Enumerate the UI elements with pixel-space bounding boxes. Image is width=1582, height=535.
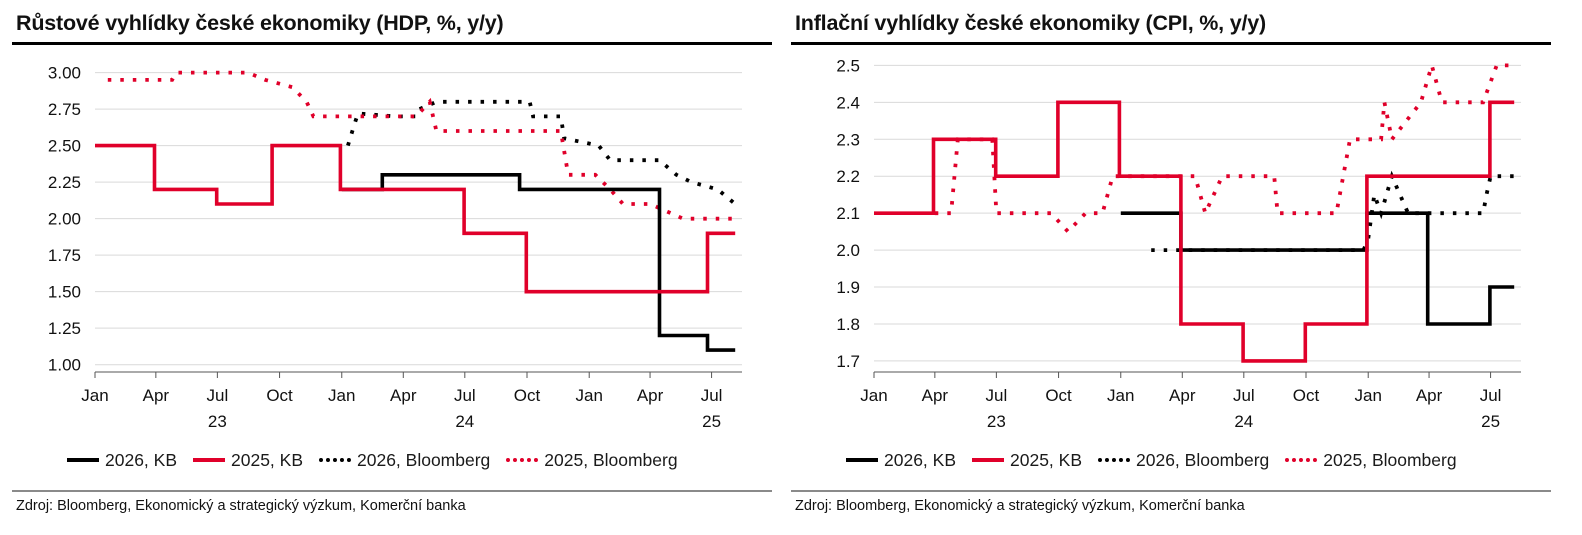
- x-tick-label: Apr: [922, 386, 949, 405]
- x-year-label: 25: [702, 412, 721, 431]
- y-tick-label: 1.75: [48, 246, 81, 265]
- source-rule: [791, 490, 1551, 492]
- x-tick-label: Jul: [701, 386, 723, 405]
- y-tick-label: 1.7: [836, 352, 860, 371]
- y-tick-label: 2.4: [836, 93, 860, 112]
- gdp-chart-svg: 1.00 1.25 1.50 1.75 2.00 2.25 2.50 2.75 3.00 Jan A…: [48, 64, 742, 431]
- y-tick-label: 2.5: [836, 56, 860, 75]
- x-tick-label: Apr: [1416, 386, 1443, 405]
- title-rule: [791, 42, 1551, 45]
- legend-label: 2025, Bloomberg: [1323, 449, 1457, 470]
- y-tick-label: 2.0: [836, 241, 860, 260]
- x-tick-label: Jan: [1107, 386, 1134, 405]
- x-tick-label: Jan: [575, 386, 602, 405]
- x-tick-label: Jul: [1480, 386, 1502, 405]
- cpi-chart-panel: Inflační vyhlídky české ekonomiky (CPI, …: [791, 0, 1551, 535]
- x-tick-label: Jan: [860, 386, 887, 405]
- y-tick-label: 2.1: [836, 204, 860, 223]
- cpi-chart-legend: 2026, KB 2025, KB 2026, Bloomberg 2025, …: [846, 448, 1473, 472]
- gdp-chart-panel: Růstové vyhlídky české ekonomiky (HDP, %…: [12, 0, 772, 535]
- x-tick-label: Jan: [328, 386, 355, 405]
- x-tick-label: Oct: [1045, 386, 1072, 405]
- x-tick-label: Apr: [637, 386, 664, 405]
- y-tick-label: 2.3: [836, 130, 860, 149]
- y-tick-label: 2.75: [48, 100, 81, 119]
- x-year-label: 24: [455, 412, 474, 431]
- legend-swatch-dotted-black: [1098, 458, 1130, 462]
- cpi-chart-title: Inflační vyhlídky české ekonomiky (CPI, …: [795, 11, 1266, 35]
- legend-swatch-dotted-black: [319, 458, 351, 462]
- y-tick-label: 1.8: [836, 315, 860, 334]
- gdp-chart-title: Růstové vyhlídky české ekonomiky (HDP, %…: [16, 11, 504, 35]
- x-tick-label: Jan: [81, 386, 108, 405]
- x-tick-label: Apr: [143, 386, 170, 405]
- x-tick-label: Jul: [986, 386, 1008, 405]
- legend-swatch-solid-black: [67, 458, 99, 462]
- legend-swatch-solid-red: [193, 458, 225, 462]
- legend-label: 2025, Bloomberg: [544, 449, 678, 470]
- legend-item-2026-bloomberg: 2026, Bloomberg: [319, 450, 490, 471]
- legend-swatch-dotted-red: [506, 458, 539, 462]
- series-line-2025-kb: [874, 100, 1515, 363]
- series-line-2025-bloomberg: [107, 70, 736, 221]
- x-year-label: 23: [987, 412, 1006, 431]
- series-line-2025-bloomberg: [934, 58, 1515, 235]
- legend-item-2026-bloomberg: 2026, Bloomberg: [1098, 450, 1269, 471]
- legend-item-2026-kb: 2026, KB: [67, 450, 177, 471]
- legend-swatch-solid-red: [972, 458, 1004, 462]
- legend-label: 2026, Bloomberg: [357, 449, 491, 470]
- cpi-chart-svg: 1.7 1.8 1.9 2.0 2.1 2.2 2.3 2.4 2.5 Jan Apr Jul 23 Oc…: [836, 56, 1521, 431]
- y-tick-label: 2.2: [836, 167, 860, 186]
- x-year-label: 25: [1481, 412, 1500, 431]
- legend-item-2025-kb: 2025, KB: [972, 450, 1082, 471]
- series-line-2025-kb: [95, 143, 736, 294]
- legend-item-2025-kb: 2025, KB: [193, 450, 303, 471]
- y-tick-label: 1.25: [48, 319, 81, 338]
- y-tick-label: 2.25: [48, 173, 81, 192]
- legend-label: 2025, KB: [1010, 449, 1082, 470]
- y-tick-label: 1.00: [48, 356, 81, 375]
- x-tick-label: Jul: [207, 386, 229, 405]
- title-rule: [12, 42, 772, 45]
- series-line-2026-kb: [341, 173, 736, 352]
- x-year-label: 24: [1234, 412, 1253, 431]
- source-rule: [12, 490, 772, 492]
- x-tick-label: Jul: [1233, 386, 1255, 405]
- y-tick-label: 1.9: [836, 278, 860, 297]
- legend-item-2026-kb: 2026, KB: [846, 450, 956, 471]
- y-tick-label: 2.50: [48, 137, 81, 156]
- legend-label: 2025, KB: [231, 449, 303, 470]
- x-tick-label: Oct: [266, 386, 293, 405]
- legend-label: 2026, KB: [884, 449, 956, 470]
- x-year-label: 23: [208, 412, 227, 431]
- gdp-chart-legend: 2026, KB 2025, KB 2026, Bloomberg 2025, …: [67, 448, 694, 472]
- cpi-chart-source: Zdroj: Bloomberg, Ekonomický a strategic…: [795, 498, 1245, 514]
- y-tick-label: 2.00: [48, 210, 81, 229]
- x-tick-label: Oct: [1293, 386, 1320, 405]
- x-tick-label: Oct: [514, 386, 541, 405]
- legend-item-2025-bloomberg: 2025, Bloomberg: [1285, 449, 1457, 471]
- y-tick-label: 3.00: [48, 64, 81, 83]
- legend-swatch-solid-black: [846, 458, 878, 462]
- x-tick-label: Apr: [1169, 386, 1196, 405]
- x-tick-label: Apr: [390, 386, 417, 405]
- legend-swatch-dotted-red: [1285, 458, 1318, 462]
- legend-item-2025-bloomberg: 2025, Bloomberg: [506, 449, 678, 471]
- y-tick-label: 1.50: [48, 283, 81, 302]
- legend-label: 2026, KB: [105, 449, 177, 470]
- x-tick-label: Jul: [454, 386, 476, 405]
- legend-label: 2026, Bloomberg: [1136, 449, 1270, 470]
- x-tick-label: Jan: [1354, 386, 1381, 405]
- gdp-chart-source: Zdroj: Bloomberg, Ekonomický a strategic…: [16, 498, 466, 514]
